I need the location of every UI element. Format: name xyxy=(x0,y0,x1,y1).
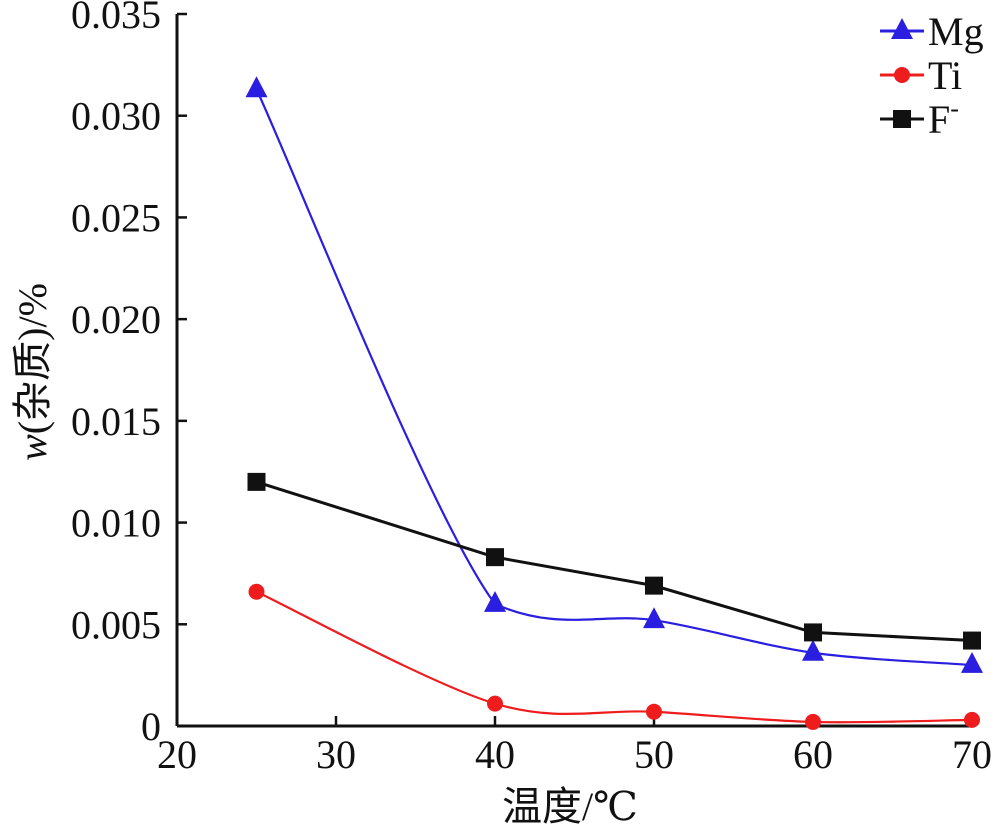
y-ticks: 0 0.005 0.010 0.015 0.020 0.025 0.030 0.035 xyxy=(71,0,187,749)
y-axis-title-rest: (杂质)/% xyxy=(10,283,55,434)
legend-label: Mg xyxy=(928,9,984,54)
y-tick-label: 0.035 xyxy=(71,0,161,37)
y-axis-title-symbol: w xyxy=(10,434,55,461)
data-point xyxy=(643,607,665,629)
data-point xyxy=(961,652,983,673)
data-point xyxy=(964,711,980,728)
legend-entry-ti: Ti xyxy=(880,53,962,98)
y-tick-label: 0.005 xyxy=(71,602,161,647)
series-line xyxy=(256,590,973,724)
x-tick-label: 30 xyxy=(316,732,356,777)
series-line xyxy=(256,480,973,643)
x-tick-label: 40 xyxy=(475,732,515,777)
y-tick-label: 0.025 xyxy=(71,195,161,240)
series-ti xyxy=(248,583,980,730)
data-point xyxy=(484,590,506,612)
x-tick-label: 60 xyxy=(793,732,833,777)
data-point xyxy=(805,713,821,730)
legend-marker xyxy=(891,18,913,39)
data-point xyxy=(802,639,824,661)
axes xyxy=(175,14,972,728)
legend-label: F- xyxy=(928,94,959,142)
y-tick-label: 0.010 xyxy=(71,501,161,546)
legend-marker xyxy=(893,110,911,128)
x-tick-label: 70 xyxy=(952,732,992,777)
y-tick-label: 0 xyxy=(141,704,161,749)
data-point xyxy=(245,76,268,98)
legend-marker xyxy=(894,67,910,83)
y-tick-label: 0.030 xyxy=(71,94,161,139)
data-point xyxy=(804,623,822,642)
y-tick-label: 0.020 xyxy=(71,297,161,342)
series-line xyxy=(255,88,973,667)
y-tick-label: 0.015 xyxy=(71,399,161,444)
series-layer xyxy=(245,76,983,730)
legend-entry-mg: Mg xyxy=(880,9,984,54)
data-point xyxy=(646,703,662,720)
legend-label: Ti xyxy=(928,53,962,98)
x-tick-label: 20 xyxy=(157,732,197,777)
data-point xyxy=(486,548,504,567)
legend-entry-f: F- xyxy=(880,94,959,142)
series-mg xyxy=(245,76,983,673)
x-axis-title: 温度/℃ xyxy=(502,784,638,829)
data-point xyxy=(645,576,663,595)
series-f xyxy=(247,472,981,650)
data-point xyxy=(963,631,981,650)
data-point xyxy=(248,583,265,600)
x-tick-label: 50 xyxy=(634,732,674,777)
data-point xyxy=(487,695,503,712)
y-axis-title: w(杂质)/% xyxy=(10,283,55,461)
data-point xyxy=(247,472,266,491)
